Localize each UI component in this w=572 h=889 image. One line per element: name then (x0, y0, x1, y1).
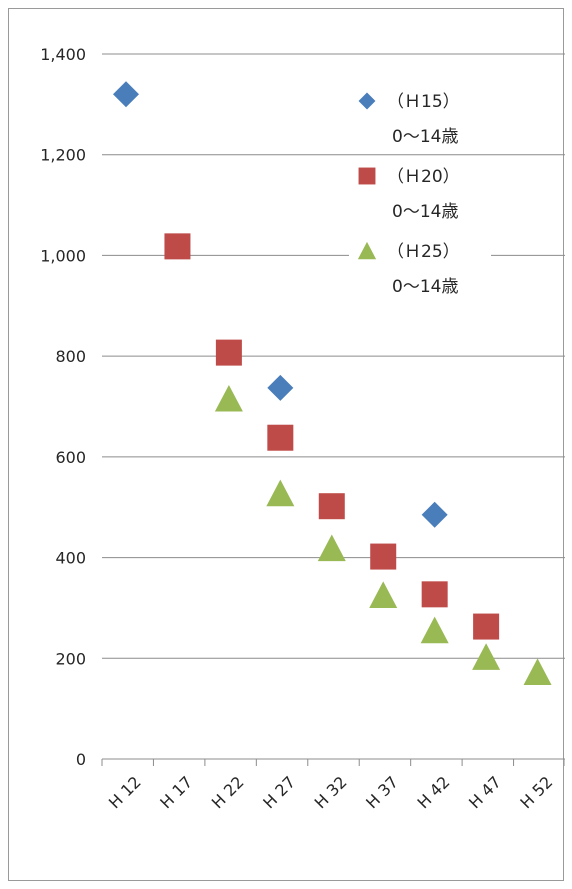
x-tick-label: H 42 (414, 772, 454, 812)
data-point-triangle (317, 534, 346, 562)
legend-label: 0～14歳 (392, 127, 458, 147)
data-point-diamond (267, 374, 294, 401)
data-point-triangle (420, 616, 449, 644)
data-points (113, 81, 552, 685)
data-point-triangle (523, 658, 552, 685)
x-tick-label: H 12 (105, 772, 145, 812)
scatter-chart: 0 200 400 600 800 1,000 1,200 1,400 H 12 H 17 H 2… (40, 45, 565, 812)
legend-background (349, 86, 491, 152)
legend-marker-triangle (357, 241, 377, 260)
x-tick-label: H 17 (156, 772, 196, 812)
data-point-triangle (369, 581, 398, 608)
y-tick-label: 200 (55, 649, 86, 668)
x-tick-label: H 32 (311, 772, 351, 812)
legend-background (349, 236, 491, 302)
data-point-triangle (214, 384, 243, 412)
data-point-triangle (266, 479, 295, 507)
data-point-square (473, 613, 500, 640)
legend-marker-square (358, 167, 376, 185)
y-tick-label: 1,000 (40, 246, 86, 265)
y-tick-label: 1,400 (40, 45, 86, 64)
gridlines (102, 53, 565, 659)
legend-label: 0～14歳 (392, 277, 458, 297)
y-tick-label: 400 (55, 549, 86, 568)
x-tick-label: H 47 (465, 772, 505, 812)
y-tick-label: 1,200 (40, 146, 86, 165)
x-tick-label: H 37 (362, 772, 402, 812)
data-point-square (318, 493, 345, 520)
data-point-diamond (421, 501, 448, 528)
legend-label: （Ｈ25） (387, 242, 460, 262)
x-tick-label: H 27 (259, 772, 299, 812)
data-point-square (164, 233, 191, 260)
x-tick-label: H 22 (208, 772, 248, 812)
chart-frame: 0 200 400 600 800 1,000 1,200 1,400 H 12 H 17 H 2… (8, 8, 565, 881)
data-point-square (370, 543, 397, 570)
legend: （Ｈ15） 0～14歳 （Ｈ20） 0～14歳 （Ｈ25） 0～14歳 (349, 86, 491, 302)
y-tick-label: 800 (55, 347, 86, 366)
data-point-square (215, 339, 242, 366)
data-point-diamond (113, 81, 139, 108)
legend-label: 0～14歳 (392, 202, 458, 222)
legend-marker-diamond (358, 92, 376, 110)
x-axis-tick-labels: H 12 H 17 H 22 H 27 H 32 H 37 H 42 H 47 H 52 (105, 772, 556, 812)
data-point-square (421, 581, 448, 608)
y-axis-tick-labels: 0 200 400 600 800 1,000 1,200 1,400 (40, 45, 86, 769)
y-tick-label: 0 (76, 750, 86, 769)
x-tick-label: H 52 (516, 772, 556, 812)
y-tick-label: 600 (55, 448, 86, 467)
data-point-triangle (472, 643, 501, 670)
legend-label: （Ｈ15） (387, 92, 460, 112)
data-point-square (267, 424, 294, 451)
axes (101, 758, 565, 766)
legend-label: （Ｈ20） (387, 167, 460, 187)
